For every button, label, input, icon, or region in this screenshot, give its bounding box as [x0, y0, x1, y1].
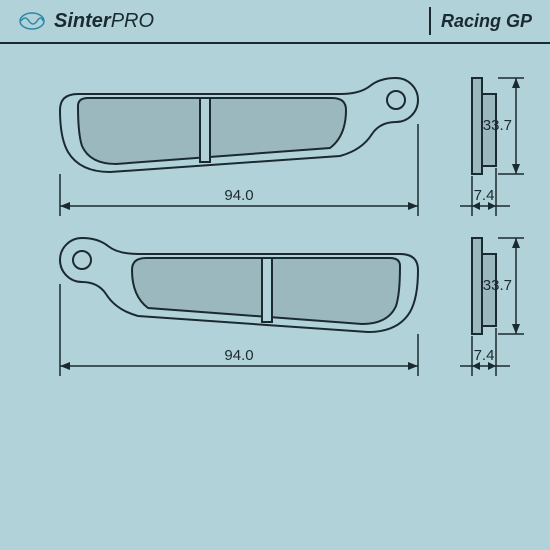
top-pad-front	[60, 78, 418, 172]
bottom-pad-front	[60, 238, 418, 332]
brand-block: SinterPRO	[18, 10, 154, 33]
brand-icon	[18, 11, 46, 31]
technical-drawing: 94.0 33.7 33.7	[0, 44, 550, 550]
dim-top-height-text: 33.7	[483, 117, 512, 134]
dim-top-thick-label: 7.4	[474, 187, 495, 204]
header-right: Racing GP	[429, 7, 532, 35]
dim-bot-width-label: 94.0	[224, 347, 253, 364]
brand-prefix: Sinter	[54, 10, 111, 32]
brand-suffix: PRO	[111, 10, 154, 32]
brand-name: SinterPRO	[54, 10, 154, 33]
category-label: Racing GP	[441, 11, 532, 32]
dim-bot-height-text: 33.7	[483, 277, 512, 294]
dim-top-width-label: 94.0	[224, 187, 253, 204]
dim-bot-thick-label: 7.4	[474, 347, 495, 364]
header-bar: SinterPRO Racing GP	[0, 0, 550, 42]
page: SinterPRO Racing GP	[0, 0, 550, 550]
header-separator	[429, 7, 431, 35]
